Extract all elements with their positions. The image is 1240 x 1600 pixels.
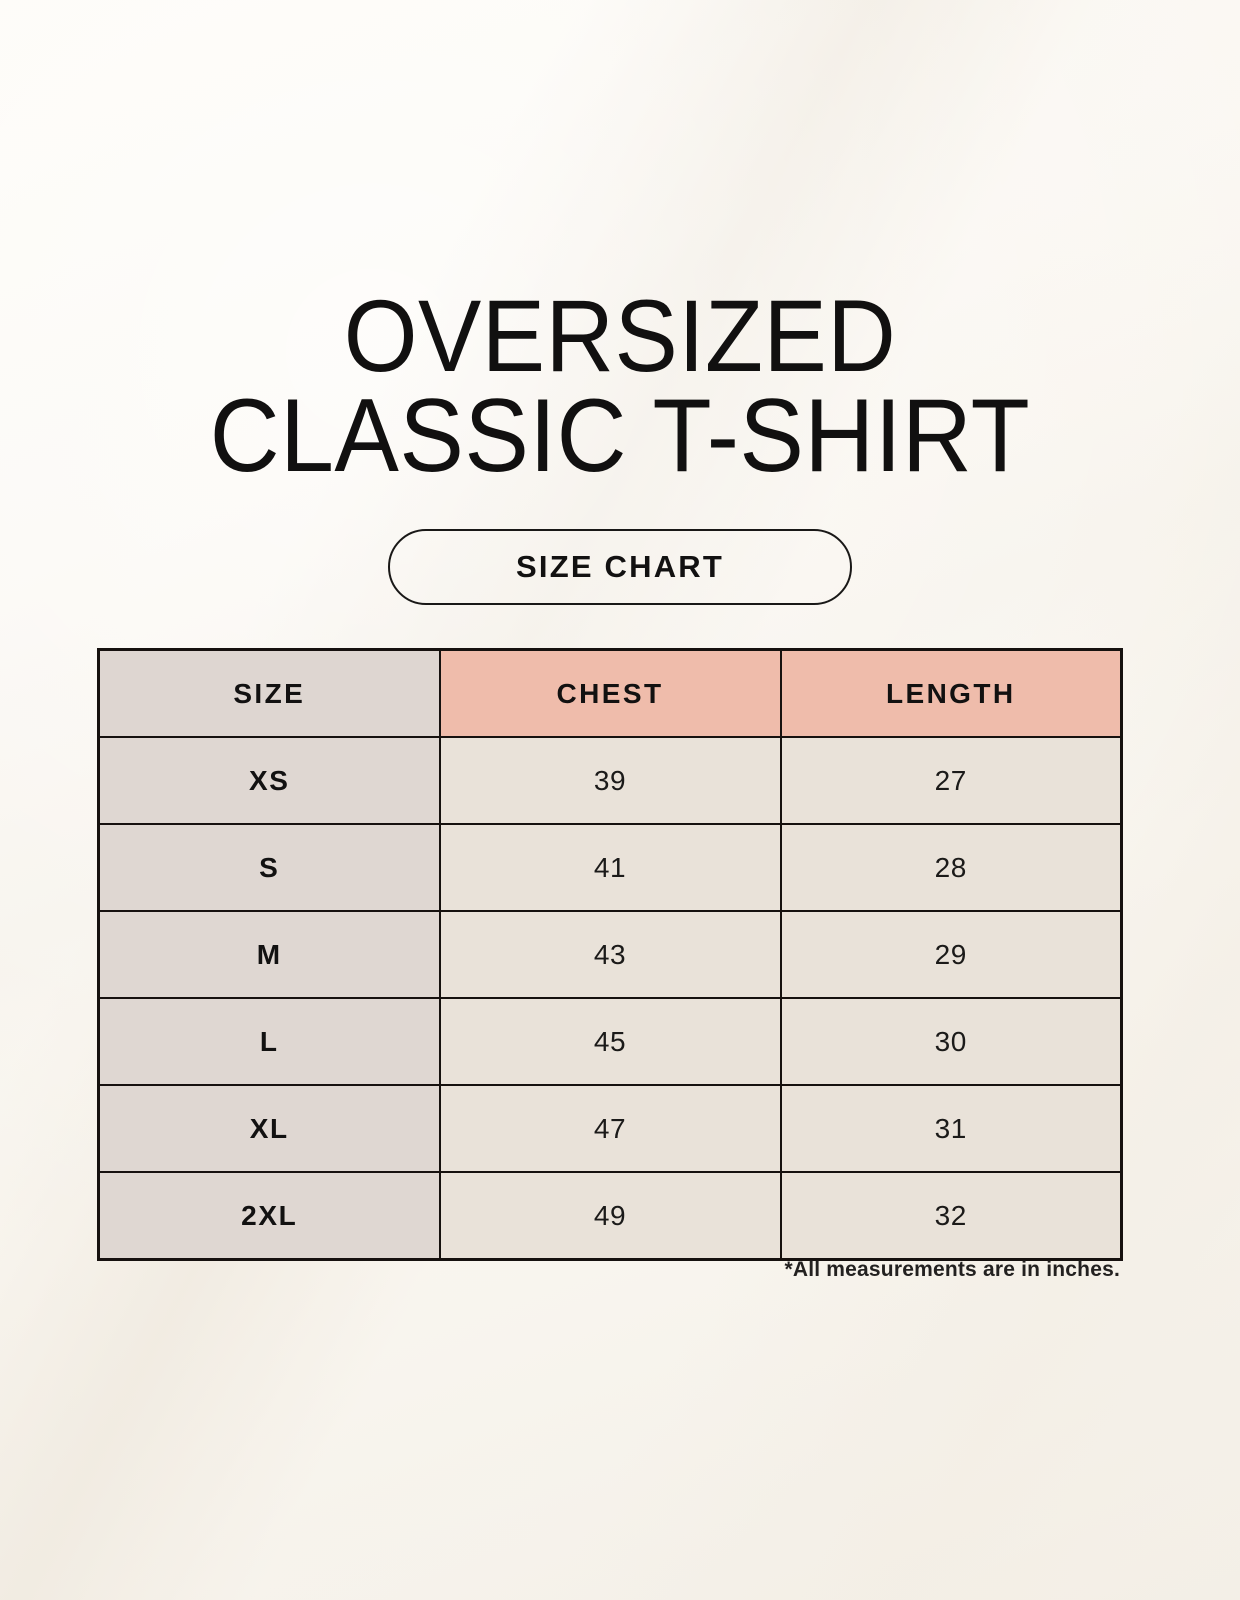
cell-size: 2XL: [97, 1171, 441, 1261]
cell-size: XS: [97, 736, 441, 825]
size-chart-badge-container: SIZE CHART: [0, 529, 1240, 605]
table-row: L 45 30: [97, 997, 1123, 1086]
size-chart-badge-label: SIZE CHART: [516, 549, 724, 584]
column-header-length: LENGTH: [779, 648, 1123, 738]
column-header-size: SIZE: [97, 648, 441, 738]
table-row: XL 47 31: [97, 1084, 1123, 1173]
table-row: 2XL 49 32: [97, 1171, 1123, 1261]
measurement-units-note: *All measurements are in inches.: [784, 1258, 1120, 1281]
cell-chest: 45: [438, 997, 782, 1086]
cell-length: 28: [779, 823, 1123, 912]
table-row: S 41 28: [97, 823, 1123, 912]
title-line-2: CLASSIC T-SHIRT: [209, 377, 1031, 494]
cell-chest: 39: [438, 736, 782, 825]
cell-length: 27: [779, 736, 1123, 825]
table-row: M 43 29: [97, 910, 1123, 999]
page-title: OVERSIZED CLASSIC T-SHIRT: [0, 279, 1240, 494]
cell-chest: 49: [438, 1171, 782, 1261]
cell-length: 32: [779, 1171, 1123, 1261]
table-row: XS 39 27: [97, 736, 1123, 825]
cell-chest: 43: [438, 910, 782, 999]
cell-chest: 41: [438, 823, 782, 912]
table-header-row: SIZE CHEST LENGTH: [97, 648, 1123, 738]
cell-size: S: [97, 823, 441, 912]
cell-length: 30: [779, 997, 1123, 1086]
size-table: SIZE CHEST LENGTH XS 39 27 S 41 28 M: [97, 648, 1123, 1261]
column-header-chest: CHEST: [438, 648, 782, 738]
cell-chest: 47: [438, 1084, 782, 1173]
size-chart-badge: SIZE CHART: [388, 529, 852, 605]
cell-length: 31: [779, 1084, 1123, 1173]
cell-length: 29: [779, 910, 1123, 999]
title-line-1: OVERSIZED: [343, 279, 897, 393]
cell-size: M: [97, 910, 441, 999]
size-table-container: SIZE CHEST LENGTH XS 39 27 S 41 28 M: [97, 648, 1123, 1261]
cell-size: XL: [97, 1084, 441, 1173]
cell-size: L: [97, 997, 441, 1086]
